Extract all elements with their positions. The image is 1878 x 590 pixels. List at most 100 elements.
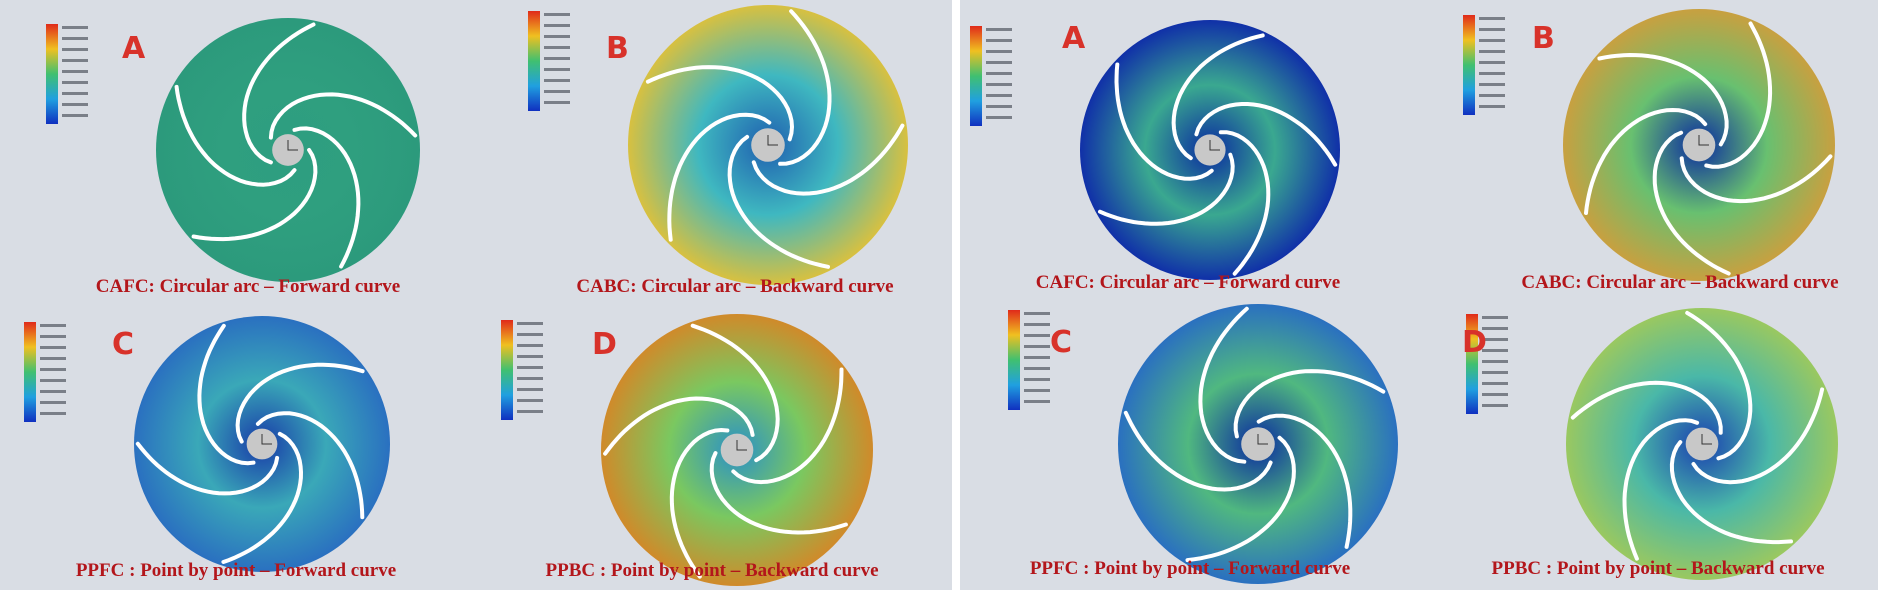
color-bar-label xyxy=(986,28,1012,31)
color-bar-label xyxy=(1024,312,1050,315)
panel-letter: A xyxy=(122,31,146,66)
color-bar-label xyxy=(1024,356,1050,359)
blade xyxy=(751,123,905,196)
blade xyxy=(1652,130,1731,276)
panel-letter: D xyxy=(1462,325,1487,360)
color-bar-label xyxy=(1479,61,1505,64)
panel-letter: B xyxy=(606,31,629,66)
color-bar-label xyxy=(1479,72,1505,75)
blade xyxy=(1679,154,1833,204)
color-bar-label xyxy=(517,399,543,402)
color-bar-label xyxy=(544,35,570,38)
blade xyxy=(1570,380,1723,435)
color-bar-label xyxy=(986,94,1012,97)
color-bar-label xyxy=(40,335,66,338)
panel-letter: C xyxy=(112,327,134,362)
blade xyxy=(709,451,848,535)
color-bar-label xyxy=(40,390,66,393)
color-bar-label xyxy=(62,48,88,51)
color-bar-label xyxy=(1482,349,1508,352)
separator xyxy=(952,0,960,590)
blade xyxy=(1194,102,1338,167)
color-bar-label xyxy=(1482,404,1508,407)
blade xyxy=(731,367,844,485)
color-bar-label xyxy=(1482,338,1508,341)
impeller-panel: B CABC: Circular arc – Backward curve xyxy=(1463,9,1839,293)
blade xyxy=(255,411,365,520)
color-bar-label xyxy=(986,39,1012,42)
blade xyxy=(1123,410,1273,492)
color-bar-label xyxy=(1482,382,1508,385)
panel-letter: B xyxy=(1532,21,1555,56)
color-bar-label xyxy=(40,324,66,327)
blade xyxy=(242,22,316,165)
panel-caption: PPFC : Point by point – Forward curve xyxy=(1030,558,1350,579)
color-bar-label xyxy=(1482,360,1508,363)
impeller-panel: A CAFC: Circular arc – Forward curve xyxy=(46,18,420,297)
panel-caption: CAFC: Circular arc – Forward curve xyxy=(1036,272,1340,293)
impeller-panel: C PPFC : Point by point – Forward curve xyxy=(24,316,396,581)
color-bar-label xyxy=(1479,105,1505,108)
color-bar-label xyxy=(1024,345,1050,348)
panel-letter: C xyxy=(1050,325,1072,360)
blade xyxy=(1622,418,1700,561)
color-bar-label xyxy=(40,412,66,415)
panel-caption: PPBC : Point by point – Backward curve xyxy=(1491,558,1824,579)
color-bar-label xyxy=(40,401,66,404)
color-bar xyxy=(24,322,36,422)
color-bar-label xyxy=(1479,17,1505,20)
panel-letter: A xyxy=(1062,21,1086,56)
color-bar-label xyxy=(986,105,1012,108)
blade xyxy=(221,431,304,564)
color-bar xyxy=(1008,310,1020,410)
impeller-panel: B CABC: Circular arc – Backward curve xyxy=(528,5,908,297)
color-bar-label xyxy=(986,61,1012,64)
color-bar xyxy=(1463,15,1475,115)
color-bar-label xyxy=(40,357,66,360)
color-bar-label xyxy=(40,346,66,349)
color-bar xyxy=(501,320,513,420)
blade xyxy=(1597,52,1729,147)
color-bar-label xyxy=(544,90,570,93)
color-bar-label xyxy=(986,72,1012,75)
color-bar-label xyxy=(1482,316,1508,319)
color-bar-label xyxy=(1024,400,1050,403)
impeller-panel: D PPBC : Point by point – Backward curve xyxy=(1462,308,1838,580)
color-bar-label xyxy=(62,37,88,40)
color-bar-label xyxy=(40,379,66,382)
color-bar-label xyxy=(62,70,88,73)
impeller-panel: D PPBC : Point by point – Backward curve xyxy=(501,314,879,586)
color-bar-label xyxy=(1024,323,1050,326)
color-bar xyxy=(970,26,982,126)
blade xyxy=(669,427,730,579)
axis-marker xyxy=(1257,434,1268,445)
blade xyxy=(1114,62,1214,181)
blade xyxy=(1685,310,1753,461)
impeller-panel: C PPFC : Point by point – Forward curve xyxy=(1008,304,1398,584)
blade xyxy=(778,9,832,166)
blade xyxy=(1185,435,1296,563)
color-bar-label xyxy=(1479,83,1505,86)
color-bar-label xyxy=(517,410,543,413)
blade xyxy=(1098,152,1235,226)
color-bar-label xyxy=(62,59,88,62)
panel-letter: D xyxy=(592,327,617,362)
blade xyxy=(727,134,830,269)
color-bar-label xyxy=(1482,371,1508,374)
blade xyxy=(690,323,780,463)
color-bar xyxy=(1466,314,1478,414)
axis-marker xyxy=(736,440,747,451)
color-bar-label xyxy=(1024,334,1050,337)
axis-marker xyxy=(261,434,272,445)
color-bar-label xyxy=(62,92,88,95)
blade xyxy=(667,112,772,242)
color-bar-label xyxy=(1024,367,1050,370)
color-bar-label xyxy=(62,114,88,117)
blade xyxy=(645,65,795,142)
color-bar-label xyxy=(986,116,1012,119)
color-bar-label xyxy=(62,81,88,84)
color-bar-label xyxy=(1024,389,1050,392)
color-bar-label xyxy=(544,101,570,104)
color-bar-label xyxy=(544,79,570,82)
